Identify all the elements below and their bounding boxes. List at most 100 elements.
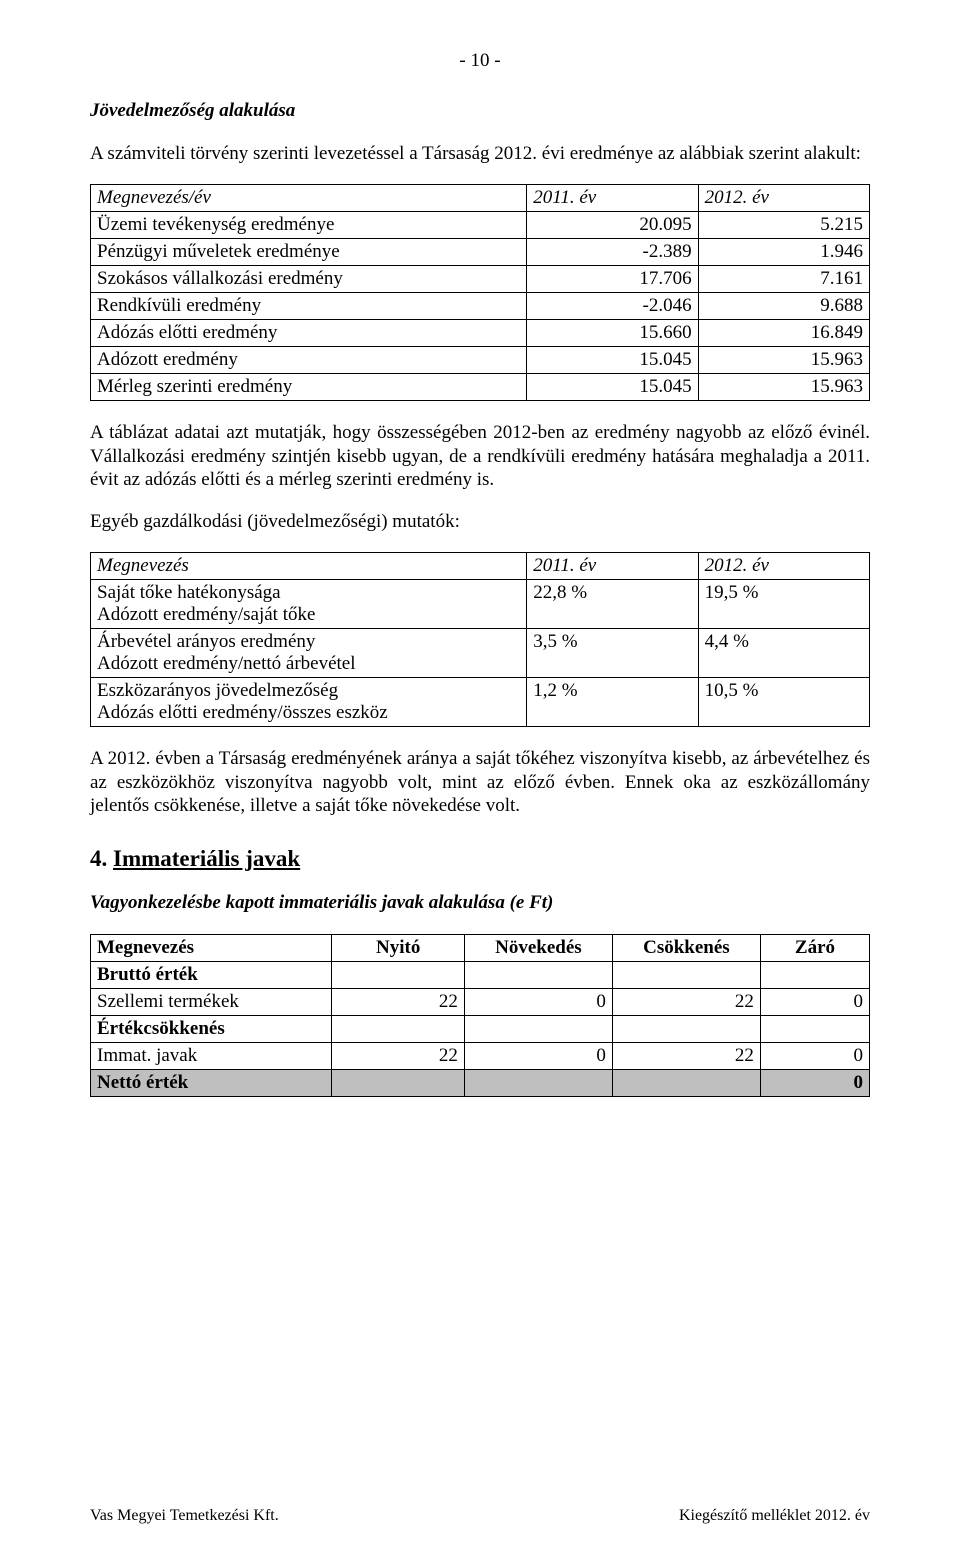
cell-value: 4,4 %: [698, 628, 869, 677]
cell-value: 17.706: [527, 265, 698, 292]
table-profitability-ratios: Megnevezés 2011. év 2012. év Saját tőke …: [90, 552, 870, 727]
paragraph-table2-intro: Egyéb gazdálkodási (jövedelmezőségi) mut…: [90, 510, 870, 534]
cell-value: 0: [760, 989, 869, 1016]
row-label: Szokásos vállalkozási eredmény: [91, 265, 527, 292]
cell-value: 1.946: [698, 238, 869, 265]
page-number: - 10 -: [90, 50, 870, 72]
cell-value: 22: [332, 989, 464, 1016]
cell-value: [464, 1016, 612, 1043]
cell-value: -2.046: [527, 292, 698, 319]
footer-left: Vas Megyei Temetkezési Kft.: [90, 1507, 279, 1525]
table-row: Saját tőke hatékonysága Adózott eredmény…: [91, 579, 870, 628]
row-label: Értékcsökkenés: [91, 1016, 332, 1043]
cell-value: [464, 1070, 612, 1097]
table-row: Szokásos vállalkozási eredmény 17.706 7.…: [91, 265, 870, 292]
row-label-line1: Saját tőke hatékonysága: [97, 582, 281, 603]
table-row: Rendkívüli eredmény -2.046 9.688: [91, 292, 870, 319]
table-row: Eszközarányos jövedelmezőség Adózás előt…: [91, 677, 870, 726]
cell-value: [464, 962, 612, 989]
row-label: Adózás előtti eredmény: [91, 319, 527, 346]
cell-value: 22: [612, 989, 760, 1016]
cell-value: 10,5 %: [698, 677, 869, 726]
cell-value: 15.660: [527, 319, 698, 346]
cell-value: [760, 962, 869, 989]
cell-value: [332, 1070, 464, 1097]
column-header: Megnevezés: [91, 552, 527, 579]
footer-right: Kiegészítő melléklet 2012. év: [679, 1507, 870, 1525]
cell-value: [760, 1016, 869, 1043]
cell-value: 22,8 %: [527, 579, 698, 628]
cell-value: 0: [760, 1070, 869, 1097]
table-row: Szellemi termékek 22 0 22 0: [91, 989, 870, 1016]
row-label-line2: Adózott eredmény/saját tőke: [97, 604, 315, 625]
cell-value: 15.963: [698, 346, 869, 373]
table-row: Árbevétel arányos eredmény Adózott eredm…: [91, 628, 870, 677]
row-label-line1: Árbevétel arányos eredmény: [97, 631, 315, 652]
cell-value: 9.688: [698, 292, 869, 319]
table-row: Megnevezés 2011. év 2012. év: [91, 552, 870, 579]
table-row: Megnevezés Nyitó Növekedés Csökkenés Zár…: [91, 935, 870, 962]
row-label: Adózott eredmény: [91, 346, 527, 373]
cell-value: [332, 1016, 464, 1043]
column-header: Csökkenés: [612, 935, 760, 962]
row-label-line2: Adózott eredmény/nettó árbevétel: [97, 653, 356, 674]
section4-subtitle: Vagyonkezelésbe kapott immateriális java…: [90, 892, 870, 914]
cell-value: 19,5 %: [698, 579, 869, 628]
section-title-profitability: Jövedelmezőség alakulása: [90, 100, 870, 122]
row-label: Bruttó érték: [91, 962, 332, 989]
cell-value: 22: [612, 1043, 760, 1070]
page: - 10 - Jövedelmezőség alakulása A számvi…: [0, 0, 960, 1563]
cell-value: 15.045: [527, 346, 698, 373]
table-row: Adózott eredmény 15.045 15.963: [91, 346, 870, 373]
cell-value: 20.095: [527, 211, 698, 238]
cell-value: -2.389: [527, 238, 698, 265]
cell-value: 1,2 %: [527, 677, 698, 726]
row-label: Pénzügyi műveletek eredménye: [91, 238, 527, 265]
row-label: Árbevétel arányos eredmény Adózott eredm…: [91, 628, 527, 677]
cell-value: 15.045: [527, 373, 698, 400]
row-label: Nettó érték: [91, 1070, 332, 1097]
table-row: Immat. javak 22 0 22 0: [91, 1043, 870, 1070]
cell-value: 0: [464, 1043, 612, 1070]
cell-value: 16.849: [698, 319, 869, 346]
cell-value: 3,5 %: [527, 628, 698, 677]
column-header: Záró: [760, 935, 869, 962]
cell-value: 7.161: [698, 265, 869, 292]
row-label: Eszközarányos jövedelmezőség Adózás előt…: [91, 677, 527, 726]
table-row: Bruttó érték: [91, 962, 870, 989]
table-row: Megnevezés/év 2011. év 2012. év: [91, 184, 870, 211]
cell-value: 0: [464, 989, 612, 1016]
table-row: Értékcsökkenés: [91, 1016, 870, 1043]
table-row: Üzemi tevékenység eredménye 20.095 5.215: [91, 211, 870, 238]
section-number: 4.: [90, 846, 107, 871]
column-header: 2011. év: [527, 184, 698, 211]
row-label: Üzemi tevékenység eredménye: [91, 211, 527, 238]
row-label-line1: Eszközarányos jövedelmezőség: [97, 680, 338, 701]
cell-value: [612, 1070, 760, 1097]
row-label-line2: Adózás előtti eredmény/összes eszköz: [97, 702, 388, 723]
table-intangibles: Megnevezés Nyitó Növekedés Csökkenés Zár…: [90, 934, 870, 1097]
table-row: Mérleg szerinti eredmény 15.045 15.963: [91, 373, 870, 400]
row-label: Rendkívüli eredmény: [91, 292, 527, 319]
row-label: Saját tőke hatékonysága Adózott eredmény…: [91, 579, 527, 628]
page-footer: Vas Megyei Temetkezési Kft. Kiegészítő m…: [90, 1507, 870, 1525]
column-header: 2011. év: [527, 552, 698, 579]
paragraph-after-table1: A táblázat adatai azt mutatják, hogy öss…: [90, 421, 870, 492]
row-label: Mérleg szerinti eredmény: [91, 373, 527, 400]
row-label: Szellemi termékek: [91, 989, 332, 1016]
cell-value: 15.963: [698, 373, 869, 400]
section-heading-4: 4. Immateriális javak: [90, 846, 870, 872]
column-header: Megnevezés/év: [91, 184, 527, 211]
paragraph-after-table2: A 2012. évben a Társaság eredményének ar…: [90, 747, 870, 818]
cell-value: [612, 1016, 760, 1043]
table-row: Nettó érték 0: [91, 1070, 870, 1097]
cell-value: [332, 962, 464, 989]
column-header: Növekedés: [464, 935, 612, 962]
column-header: 2012. év: [698, 552, 869, 579]
section-title-intangibles: Immateriális javak: [113, 846, 300, 871]
column-header: Nyitó: [332, 935, 464, 962]
table-row: Pénzügyi műveletek eredménye -2.389 1.94…: [91, 238, 870, 265]
column-header: Megnevezés: [91, 935, 332, 962]
table-row: Adózás előtti eredmény 15.660 16.849: [91, 319, 870, 346]
table-profit-breakdown: Megnevezés/év 2011. év 2012. év Üzemi te…: [90, 184, 870, 401]
